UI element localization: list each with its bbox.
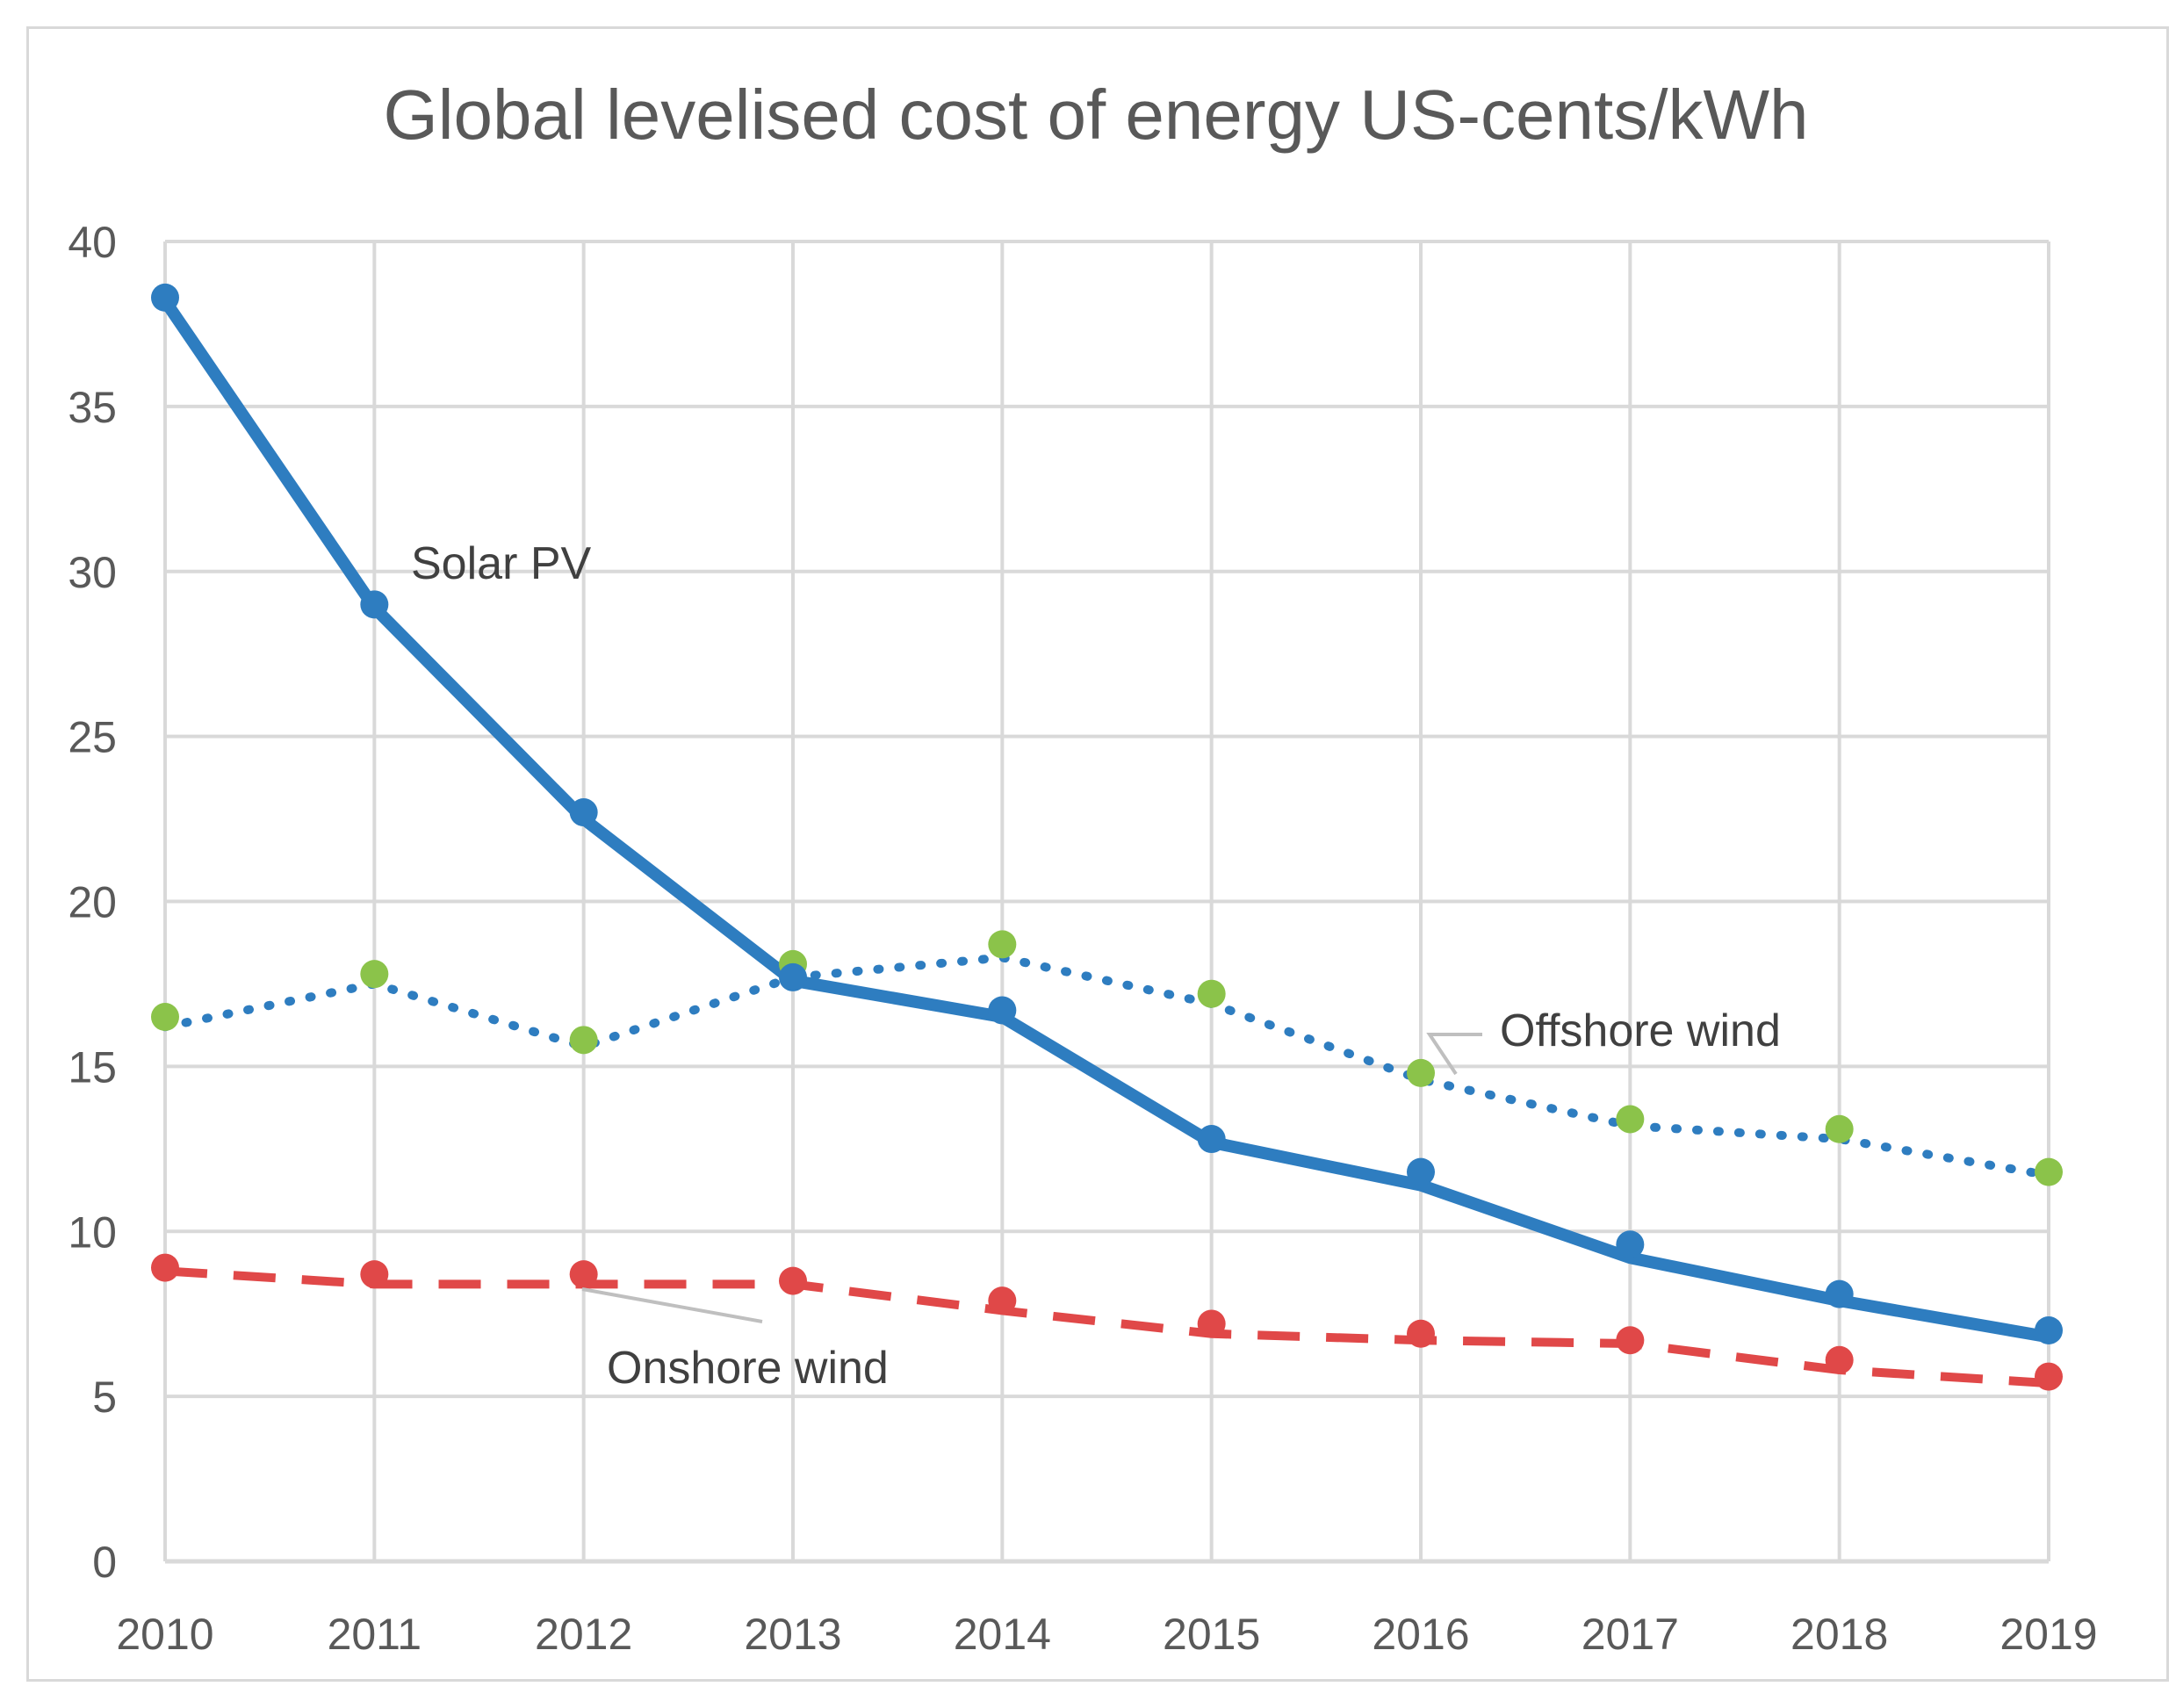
annotations: Solar PV Offshore wind Onshore wind [411,538,1781,1394]
data-point-onshore-wind [569,1260,598,1289]
chart-title: Global levelised cost of energy US-cents… [384,76,1809,154]
data-point-onshore-wind [151,1253,179,1282]
x-tick-label: 2019 [1999,1610,2097,1659]
data-point-solar-pv [569,798,598,827]
x-tick-label: 2016 [1372,1610,1469,1659]
data-point-offshore-wind [360,960,389,989]
series-line-offshore-wind [161,953,2053,1180]
data-point-offshore-wind [151,1003,179,1032]
data-point-solar-pv [1825,1279,1854,1308]
x-tick-label: 2011 [328,1610,422,1659]
data-point-offshore-wind [2035,1157,2063,1186]
data-point-solar-pv [2035,1315,2063,1344]
data-point-solar-pv [988,996,1017,1025]
annotation-leader-onshore-wind [581,1287,763,1323]
data-point-solar-pv [360,590,389,619]
data-point-offshore-wind [1616,1105,1645,1134]
data-point-onshore-wind [1197,1309,1226,1338]
chart-svg: Global levelised cost of energy US-cents… [68,76,2097,1659]
y-tick-label: 35 [68,383,117,432]
y-tick-label: 15 [68,1042,117,1092]
data-point-onshore-wind [2035,1362,2063,1391]
data-point-offshore-wind [1825,1114,1854,1143]
x-tick-label: 2013 [744,1610,841,1659]
x-tick-label: 2015 [1163,1610,1260,1659]
data-point-offshore-wind [988,930,1017,959]
data-point-offshore-wind [569,1026,598,1055]
y-tick-label: 25 [68,713,117,762]
annotation-onshore-wind: Onshore wind [607,1343,889,1394]
x-tick-label: 2014 [954,1610,1051,1659]
series-layer [151,283,2063,1391]
x-tick-label: 2017 [1582,1610,1679,1659]
x-tick-label: 2018 [1791,1610,1888,1659]
data-point-onshore-wind [779,1266,807,1295]
y-tick-label: 40 [68,218,117,267]
data-point-solar-pv [779,962,807,991]
data-point-onshore-wind [1825,1345,1854,1374]
y-tick-label: 0 [92,1538,117,1587]
series-line-solar-pv [159,294,2055,1344]
annotation-solar-pv: Solar PV [411,538,592,589]
annotation-leader-offshore-wind [1426,1033,1482,1076]
x-tick-label: 2012 [535,1610,632,1659]
series-line-onshore-wind [164,1266,2050,1388]
data-point-onshore-wind [1616,1326,1645,1355]
chart-frame: Global levelised cost of energy US-cents… [26,26,2169,1682]
data-point-solar-pv [151,283,179,312]
grid [163,240,2050,1561]
y-tick-label: 5 [92,1373,117,1422]
data-point-solar-pv [1197,1125,1226,1154]
y-tick-label: 10 [68,1207,117,1257]
axes: 0 5 10 15 20 25 30 35 40 2010 2011 2012 2013 2014 2015… [68,218,2097,1659]
data-point-onshore-wind [360,1260,389,1289]
data-point-solar-pv [1407,1157,1435,1186]
annotation-offshore-wind: Offshore wind [1500,1005,1781,1056]
data-point-onshore-wind [1407,1319,1435,1348]
x-tick-label: 2010 [116,1610,213,1659]
y-tick-label: 30 [68,548,117,597]
data-point-onshore-wind [988,1286,1017,1315]
data-point-solar-pv [1616,1230,1645,1259]
data-point-offshore-wind [1407,1058,1435,1087]
y-tick-label: 20 [68,878,117,927]
data-point-offshore-wind [1197,979,1226,1008]
